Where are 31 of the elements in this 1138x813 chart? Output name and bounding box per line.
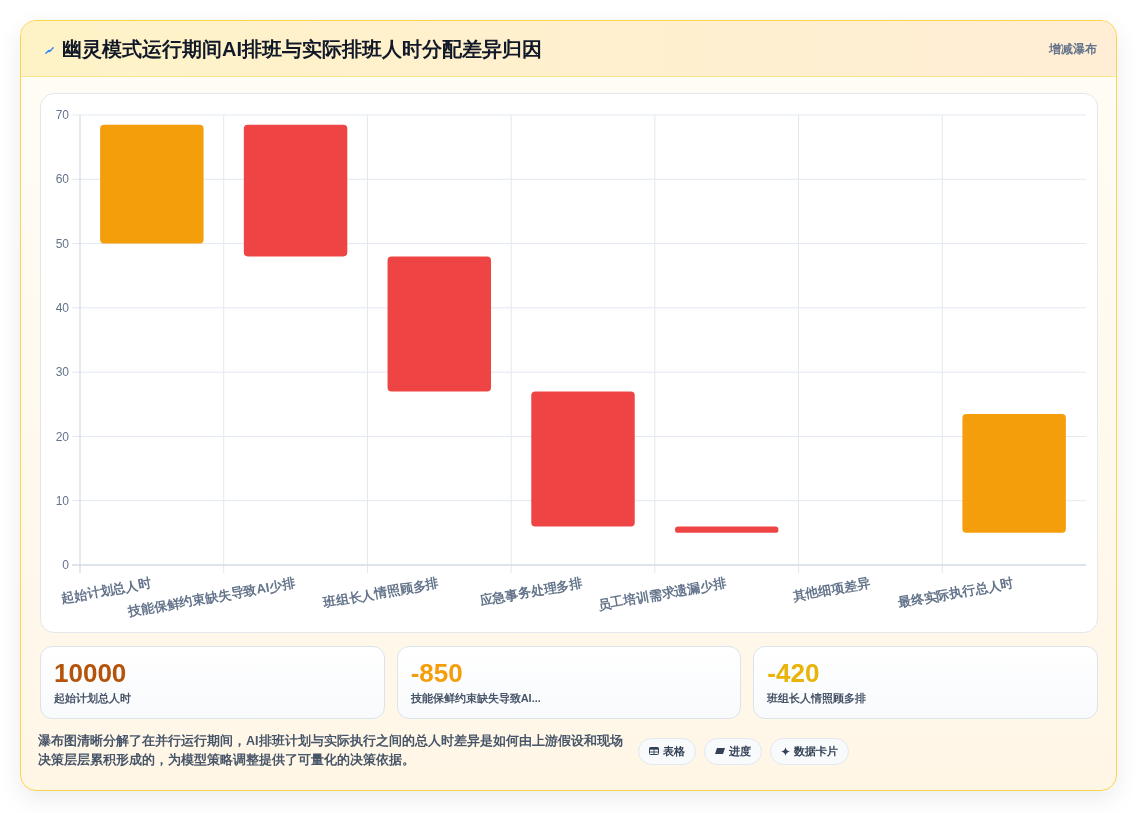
text: 技能保鲜约束缺失导致AI... [410,691,542,706]
bar [243,124,348,257]
chart-title: 幽灵模式运行期间AI排班与实际排班人时分配差异归因 [62,37,542,62]
y-tick-label: 20 [55,429,70,444]
y-tick-label: 70 [55,108,70,123]
bar [962,413,1066,533]
y-tick-label: 50 [55,236,70,251]
text: 进度 [729,743,751,759]
text: 班组长人情照顾多排 [767,691,868,706]
bar [387,256,492,392]
x-tick-label: 员工培训需求遗漏少排 [596,575,728,613]
y-tick-label: 30 [55,365,70,380]
x-tick-label: 最终实际执行总人时 [895,575,1015,611]
text: 数据卡片 [794,743,838,759]
text: 表格 [663,743,685,759]
x-tick-label: 应急事务处理多排 [477,575,584,609]
bar [674,526,779,533]
chart-subtitle: 增减瀑布 [1049,41,1097,58]
y-tick-label: 60 [55,172,70,187]
bar [531,391,635,527]
y-tick-label: 10 [55,493,70,508]
y-tick-label: 40 [55,301,70,316]
text: -850 [410,658,464,688]
text: 10000 [54,658,128,688]
bar [100,124,204,244]
x-tick-label: 其他细项差异 [790,575,871,604]
y-tick-label: 0 [62,558,70,573]
text: 瀑布图清晰分解了在并行运行期间，AI排班计划与实际执行之间的总人时差异是如何由上游假设和现场决策层层累积形成的，为模型策略调整提供了可量化的决策依据。 [38,733,624,769]
x-tick-label: 班组长人情照顾多排 [320,575,440,611]
text: -420 [767,658,821,688]
text: 起始计划总人时 [54,691,132,706]
